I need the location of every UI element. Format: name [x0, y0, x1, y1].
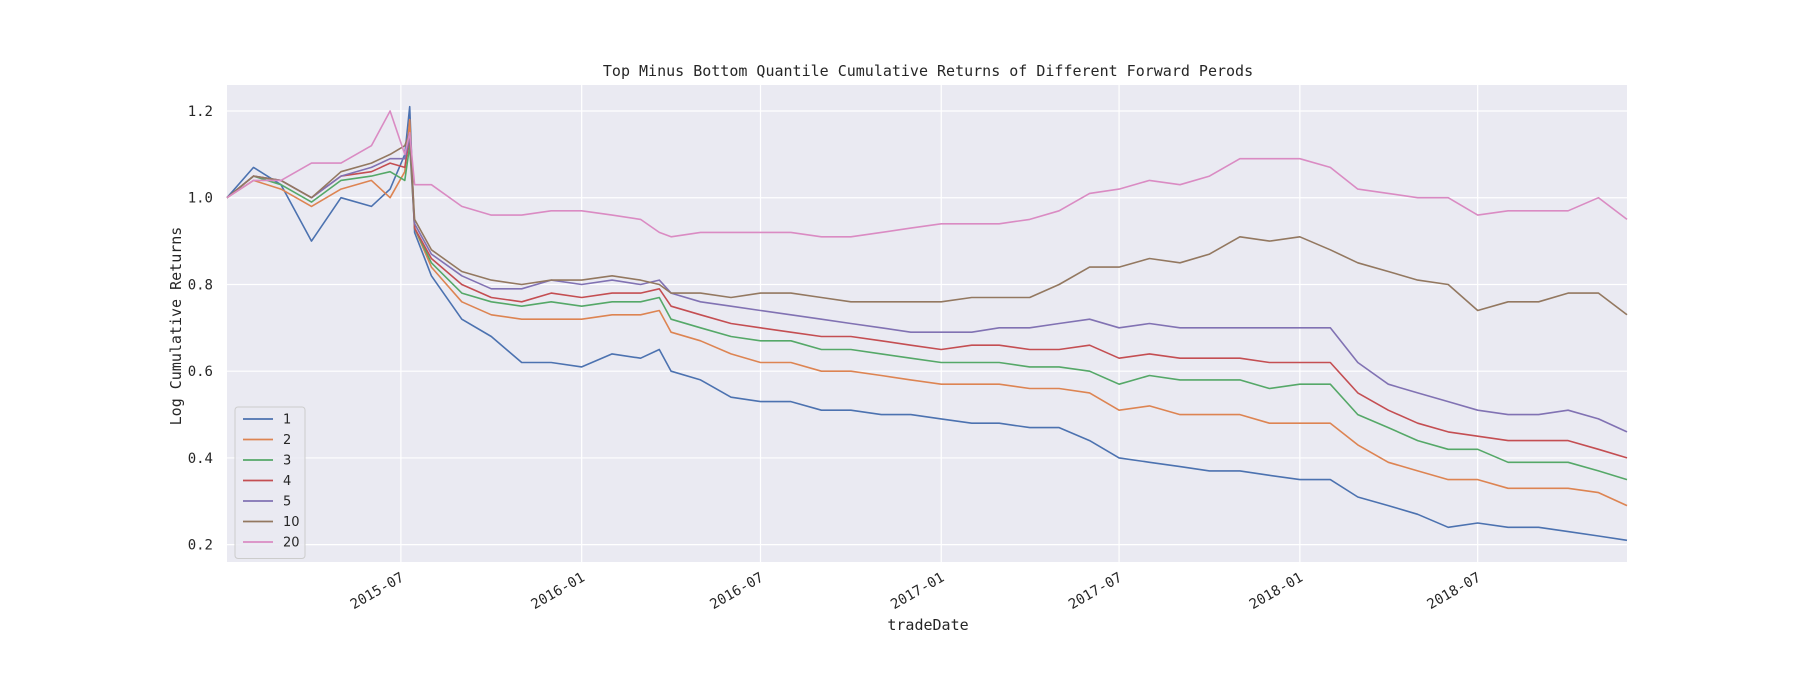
series-line-20: [226, 110, 1628, 238]
y-tick-label: 0.2: [188, 538, 213, 554]
legend-label-20: 20: [283, 536, 300, 551]
x-tick-label: 2016-01: [529, 570, 588, 613]
x-tick-label: 2016-07: [707, 570, 766, 613]
x-tick-label: 2018-07: [1425, 570, 1484, 613]
y-tick-label: 0.8: [188, 277, 213, 293]
y-axis-label: Log Cumulative Returns: [167, 227, 185, 426]
y-tick-label: 1.0: [188, 191, 213, 207]
y-tick-label: 0.6: [188, 364, 213, 380]
x-axis-label: tradeDate: [887, 616, 968, 634]
x-tick-label: 2015-07: [348, 570, 407, 613]
legend-label-4: 4: [283, 474, 291, 489]
legend-label-3: 3: [283, 454, 291, 469]
plot-area: [227, 85, 1627, 562]
x-tick-label: 2017-01: [888, 570, 947, 613]
chart-title: Top Minus Bottom Quantile Cumulative Ret…: [603, 62, 1253, 80]
series-line-10: [226, 131, 1628, 316]
x-tick-label: 2017-07: [1066, 570, 1125, 613]
legend-label-2: 2: [283, 433, 291, 448]
x-tick-label: 2018-01: [1247, 570, 1306, 613]
y-tick-label: 1.2: [188, 104, 213, 120]
legend-label-1: 1: [283, 413, 291, 428]
legend-label-10: 10: [283, 515, 300, 530]
y-tick-label: 0.4: [188, 451, 213, 467]
legend-label-5: 5: [283, 495, 291, 510]
